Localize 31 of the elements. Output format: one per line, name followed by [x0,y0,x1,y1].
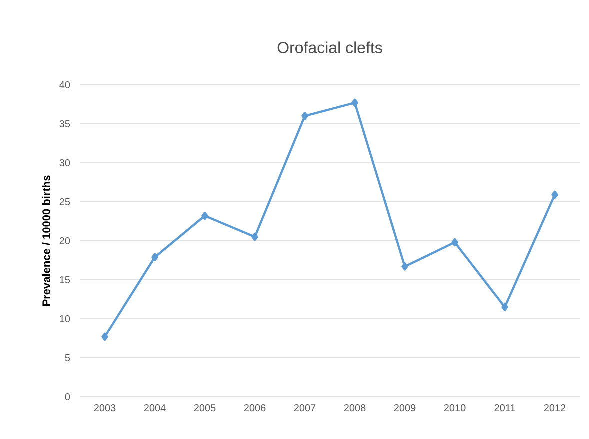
y-tick-label: 30 [60,159,70,167]
point [302,112,308,120]
y-tick-label: 5 [65,354,70,362]
point [502,303,508,312]
y-tick-label: 35 [60,120,70,128]
x-tick-label: 2010 [444,404,466,412]
x-tick-label: 2011 [494,404,516,412]
point [102,332,108,342]
x-tick-label: 2003 [94,404,116,412]
point [152,253,158,262]
x-tick-label: 2008 [344,404,366,412]
x-tick-label: 2005 [194,404,216,412]
x-tick-label: 2009 [394,404,416,412]
x-tick-label: 2006 [244,404,266,412]
y-tick-label: 25 [60,198,70,206]
point [402,262,408,271]
y-tick-label: 20 [60,237,70,245]
y-tick-label: 15 [60,276,70,284]
x-tick-label: 2004 [144,404,166,412]
y-axis-title: Prevalence / 10000 births [42,176,50,306]
y-tick-label: 40 [60,81,70,89]
point [352,98,358,108]
x-tick-label: 2007 [294,404,316,412]
point [552,190,558,200]
point [452,238,458,247]
y-tick-label: 10 [60,315,70,323]
point [202,212,208,220]
point [252,232,258,242]
x-tick-label: 2012 [544,404,566,412]
y-tick-label: 0 [65,393,70,401]
chart-title: Orofacial clefts [278,42,382,54]
